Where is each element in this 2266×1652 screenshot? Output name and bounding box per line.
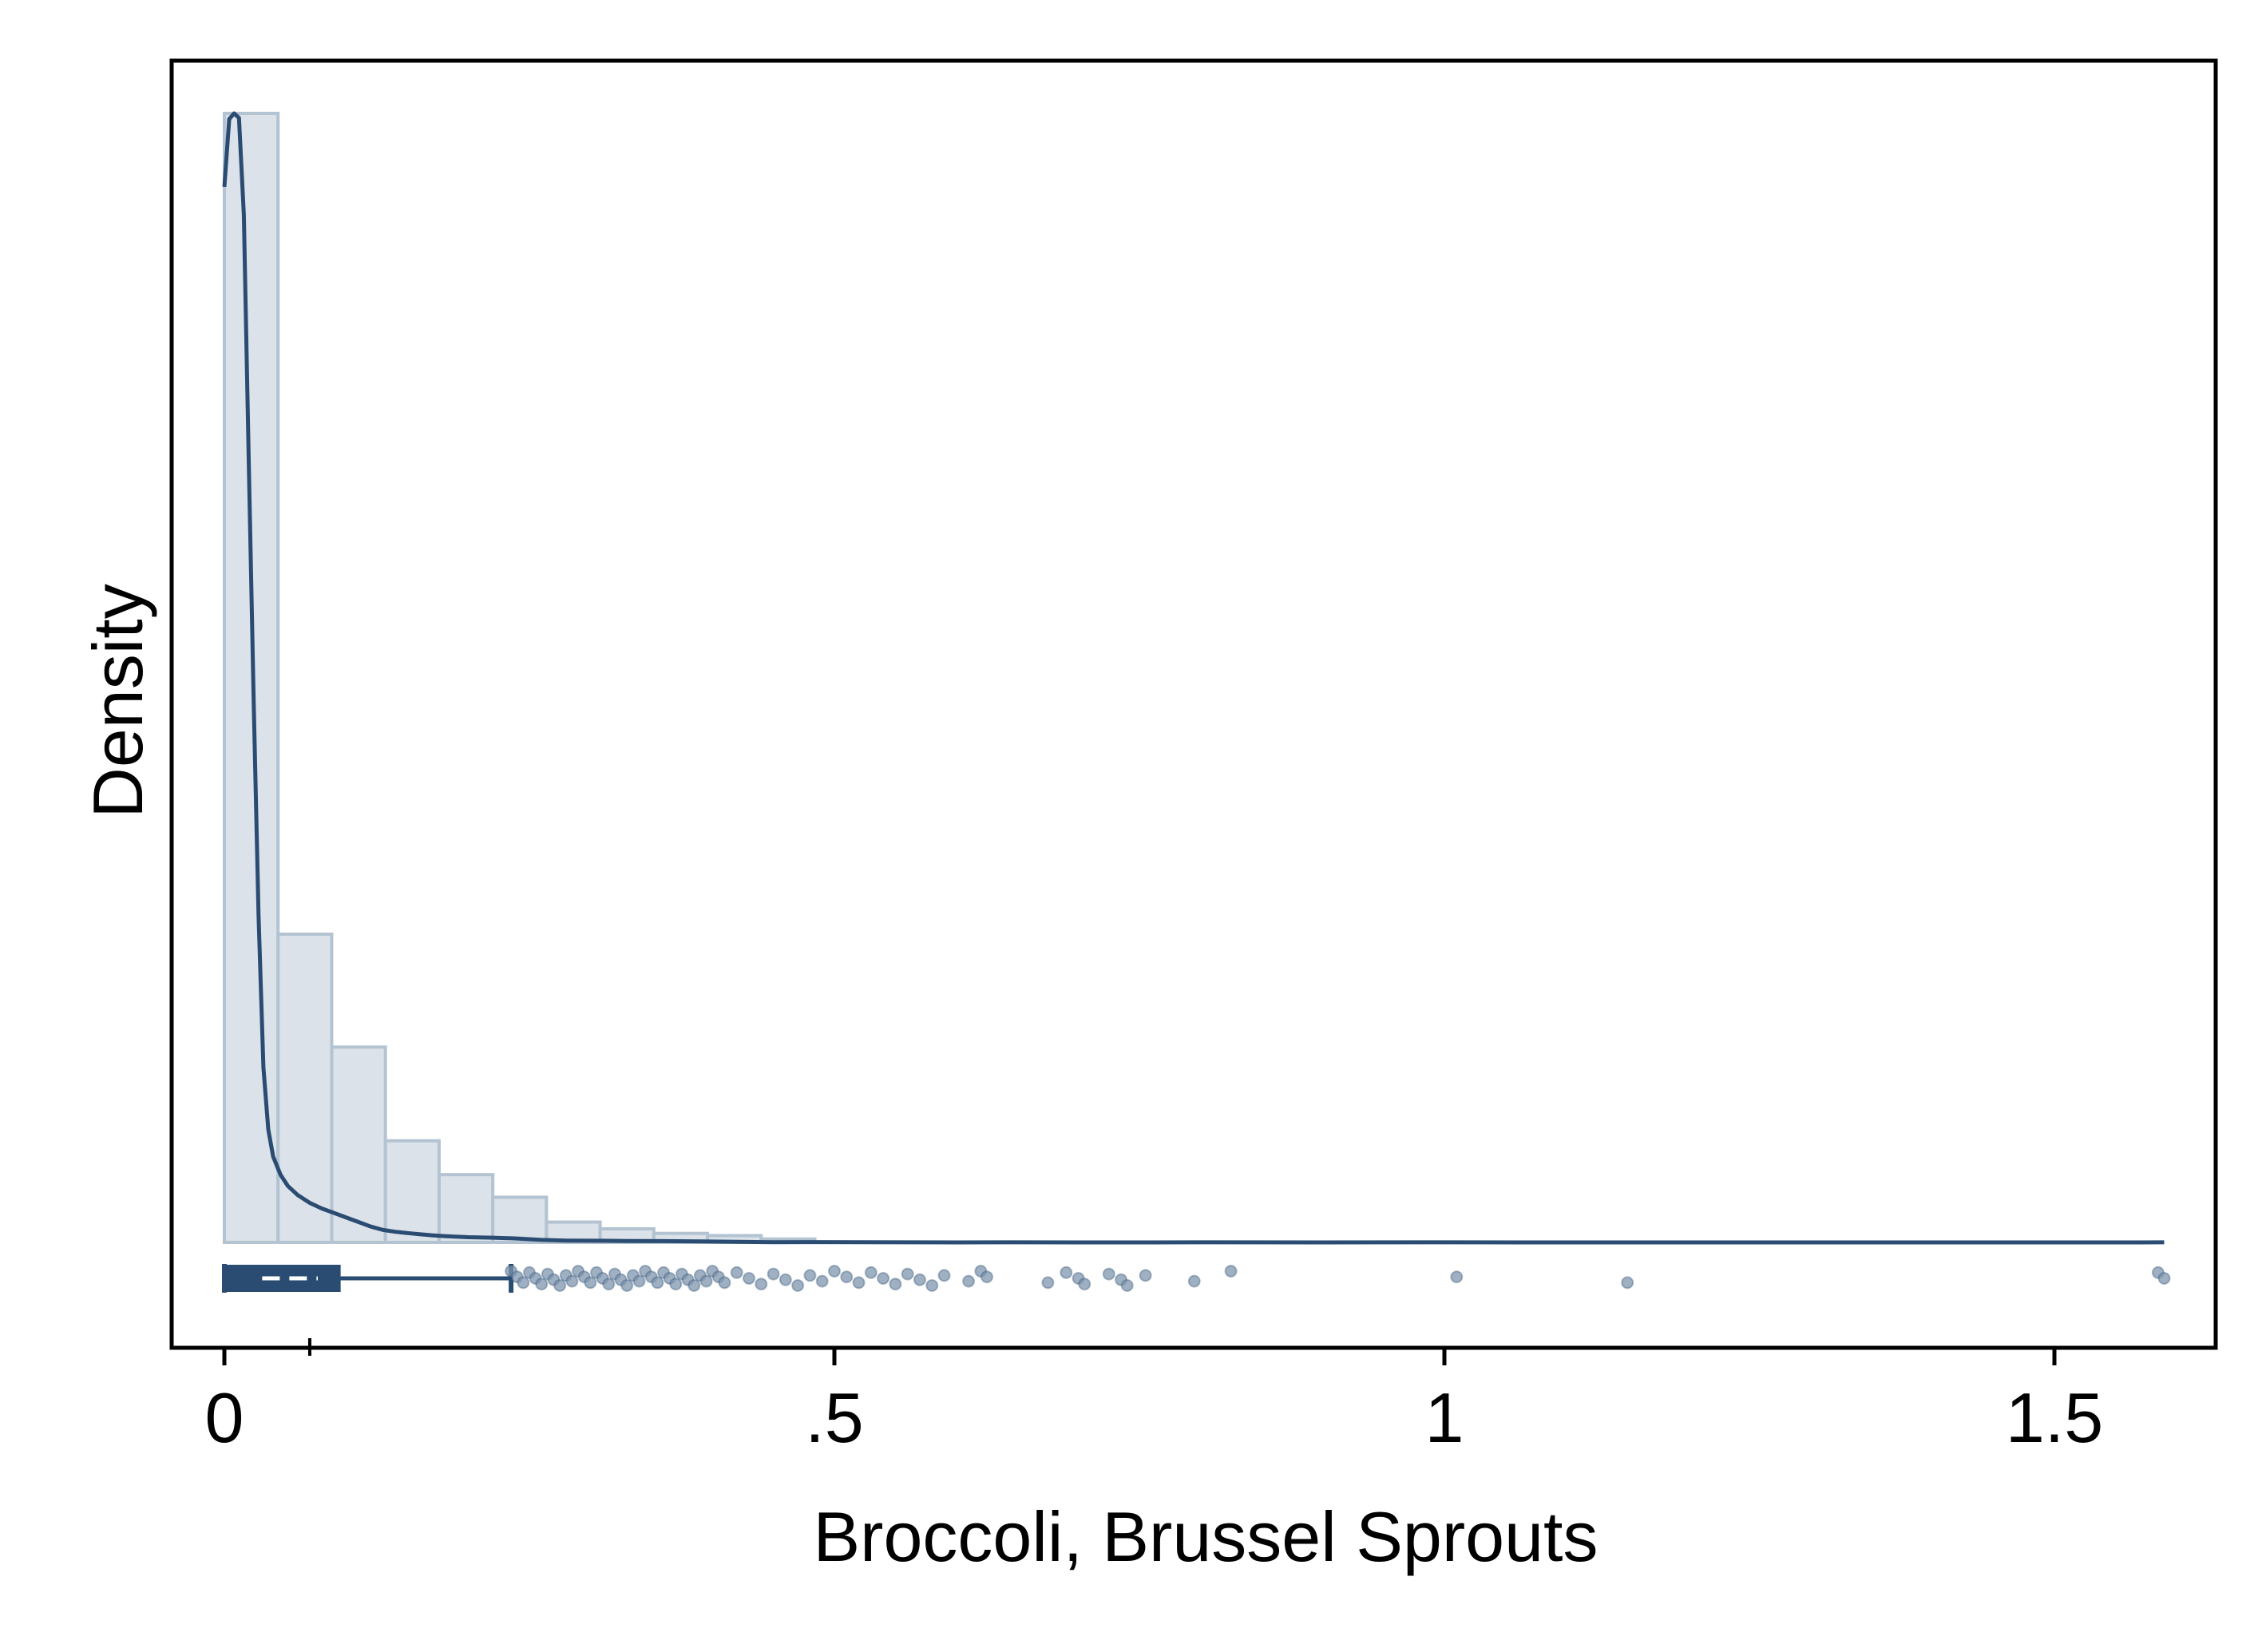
outlier-point xyxy=(913,1273,926,1286)
outlier-point xyxy=(2157,1272,2171,1285)
outlier-point xyxy=(1078,1278,1091,1291)
outlier-point xyxy=(651,1276,664,1290)
x-tick-label: 1.5 xyxy=(2006,1378,2103,1457)
outlier-point xyxy=(791,1279,805,1292)
outlier-point xyxy=(778,1273,792,1286)
histogram-bar xyxy=(330,1045,387,1245)
outlier-point xyxy=(699,1274,713,1288)
outlier-point xyxy=(718,1276,731,1290)
histogram-bar xyxy=(223,112,280,1244)
x-axis-title: Broccoli, Brussel Sprouts xyxy=(813,1497,1598,1576)
histogram-bar xyxy=(491,1195,549,1244)
outlier-point xyxy=(755,1278,768,1291)
y-axis-title: Density xyxy=(78,584,157,818)
outlier-point xyxy=(937,1269,951,1282)
boxplot-box xyxy=(223,1265,341,1292)
outlier-point xyxy=(620,1279,634,1292)
outlier-point xyxy=(669,1278,683,1291)
outlier-point xyxy=(840,1270,854,1284)
outlier-point xyxy=(864,1266,877,1279)
outlier-point xyxy=(553,1279,567,1292)
outlier-point xyxy=(632,1274,646,1288)
outlier-point xyxy=(877,1272,890,1285)
histogram-bar xyxy=(437,1173,495,1245)
outlier-point xyxy=(828,1265,841,1278)
outlier-point xyxy=(1060,1266,1073,1279)
outlier-point xyxy=(743,1272,756,1285)
x-tick-label: .5 xyxy=(805,1378,863,1457)
density-curve-layer xyxy=(222,111,2165,1245)
outlier-point xyxy=(889,1278,902,1291)
outlier-point xyxy=(1450,1270,1464,1284)
outlier-point xyxy=(1102,1267,1115,1281)
outlier-point xyxy=(1187,1274,1201,1288)
outlier-point xyxy=(565,1274,579,1288)
outlier-point xyxy=(815,1274,829,1288)
histogram-bar xyxy=(276,932,334,1245)
outlier-point xyxy=(1139,1269,1152,1282)
histogram-bars xyxy=(223,112,817,1245)
boxplot-layer xyxy=(222,1264,2171,1356)
outlier-point xyxy=(602,1278,616,1291)
outlier-point xyxy=(803,1269,817,1282)
x-axis: 0 .5 1 1.5 xyxy=(205,1348,2103,1457)
x-tick-label: 1 xyxy=(1425,1378,1464,1457)
outlier-point xyxy=(1224,1265,1238,1278)
density-curve xyxy=(222,111,2165,1245)
outlier-point xyxy=(767,1267,780,1281)
outlier-point xyxy=(1041,1276,1055,1290)
outlier-point xyxy=(852,1276,866,1290)
outlier-point xyxy=(962,1274,976,1288)
outlier-point xyxy=(901,1267,914,1281)
outlier-point xyxy=(730,1266,743,1279)
outlier-point xyxy=(980,1270,993,1284)
x-tick-label: 0 xyxy=(205,1378,244,1457)
outlier-point xyxy=(584,1276,597,1290)
outlier-point xyxy=(1621,1276,1634,1290)
plot-frame xyxy=(169,58,2218,1350)
outlier-point xyxy=(1120,1279,1134,1292)
outlier-point xyxy=(517,1276,530,1290)
histogram-bar xyxy=(383,1139,441,1244)
outlier-point xyxy=(925,1279,939,1292)
outlier-point xyxy=(535,1278,549,1291)
outlier-point xyxy=(687,1279,701,1292)
